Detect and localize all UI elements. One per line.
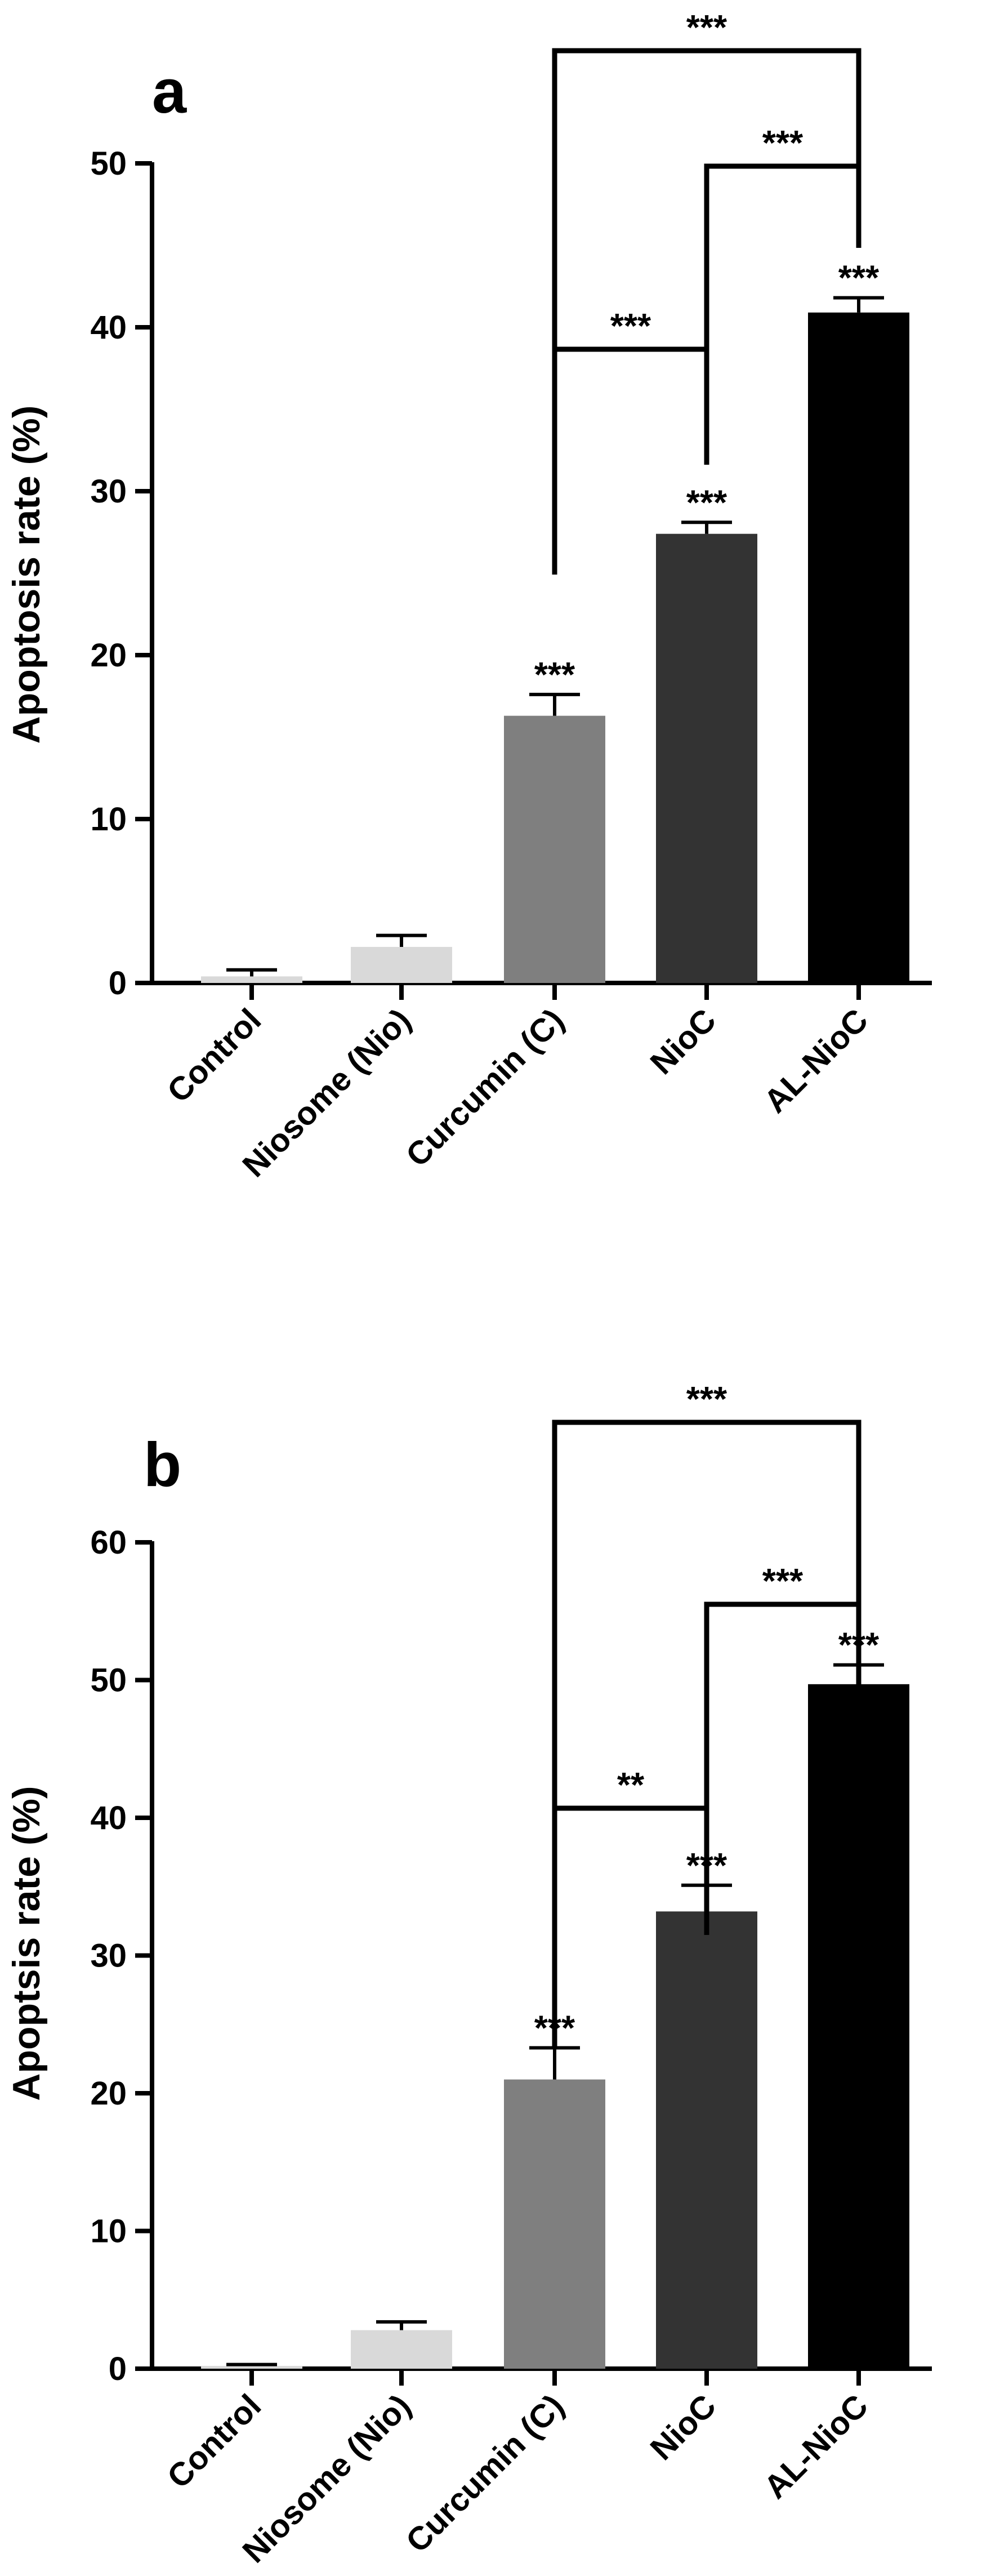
bar (201, 976, 302, 983)
y-tick-label: 0 (109, 2351, 127, 2387)
panel-b-label: b (144, 1430, 181, 1500)
significance-label: *** (686, 483, 727, 522)
significance-label: *** (838, 259, 880, 298)
bar (808, 312, 909, 983)
y-tick-label: 40 (90, 1800, 127, 1836)
comparison-label: *** (686, 1380, 727, 1419)
y-tick-label: 30 (90, 1938, 127, 1974)
panel-a-chart: a 0 10 20 30 40 50 Apoptosis rate (%) Control Ni… (5, 8, 932, 1184)
bar (504, 715, 605, 983)
comparison-bracket (552, 1420, 862, 2048)
x-tick-label: AL-NioC (757, 2387, 875, 2506)
y-axis-title: Apoptsis rate (%) (5, 1786, 48, 2101)
bar (201, 2366, 302, 2369)
panel-b-chart: b 0 10 20 30 40 50 60 Apoptsis rate (%) Control N… (5, 1380, 932, 2570)
y-tick-label: 20 (90, 2075, 127, 2112)
comparison-label: *** (762, 124, 804, 163)
panel-a-label: a (152, 57, 187, 126)
y-tick-label: 0 (109, 965, 127, 1002)
y-axis-title: Apoptosis rate (%) (5, 406, 48, 744)
comparison-label: ** (617, 1766, 645, 1805)
y-tick-label: 50 (90, 145, 127, 182)
x-tick-label: Curcumin (C) (399, 1002, 571, 1174)
significance-label: *** (534, 656, 575, 695)
bar (504, 2079, 605, 2369)
bar (656, 1911, 757, 2369)
y-tick-label: 30 (90, 473, 127, 510)
x-tick-label: NioC (644, 1002, 724, 1082)
bar (656, 533, 757, 983)
bar (351, 2330, 452, 2369)
y-tick-label: 50 (90, 1662, 127, 1699)
x-tick-label: Curcumin (C) (399, 2387, 571, 2560)
x-tick-label: NioC (644, 2387, 724, 2467)
comparison-label: *** (610, 307, 651, 346)
comparison-bracket (552, 48, 862, 575)
y-tick-label: 10 (90, 801, 127, 838)
bar (808, 1684, 909, 2369)
y-tick-label: 20 (90, 637, 127, 674)
x-tick-label: Control (160, 1002, 268, 1110)
y-tick-label: 40 (90, 309, 127, 346)
x-tick-label: Control (160, 2387, 268, 2495)
y-tick-label: 60 (90, 1524, 127, 1561)
x-tick-label: AL-NioC (757, 1002, 875, 1120)
bar (351, 946, 452, 983)
comparison-label: *** (686, 8, 727, 47)
comparison-label: *** (762, 1562, 804, 1601)
y-tick-label: 10 (90, 2213, 127, 2250)
